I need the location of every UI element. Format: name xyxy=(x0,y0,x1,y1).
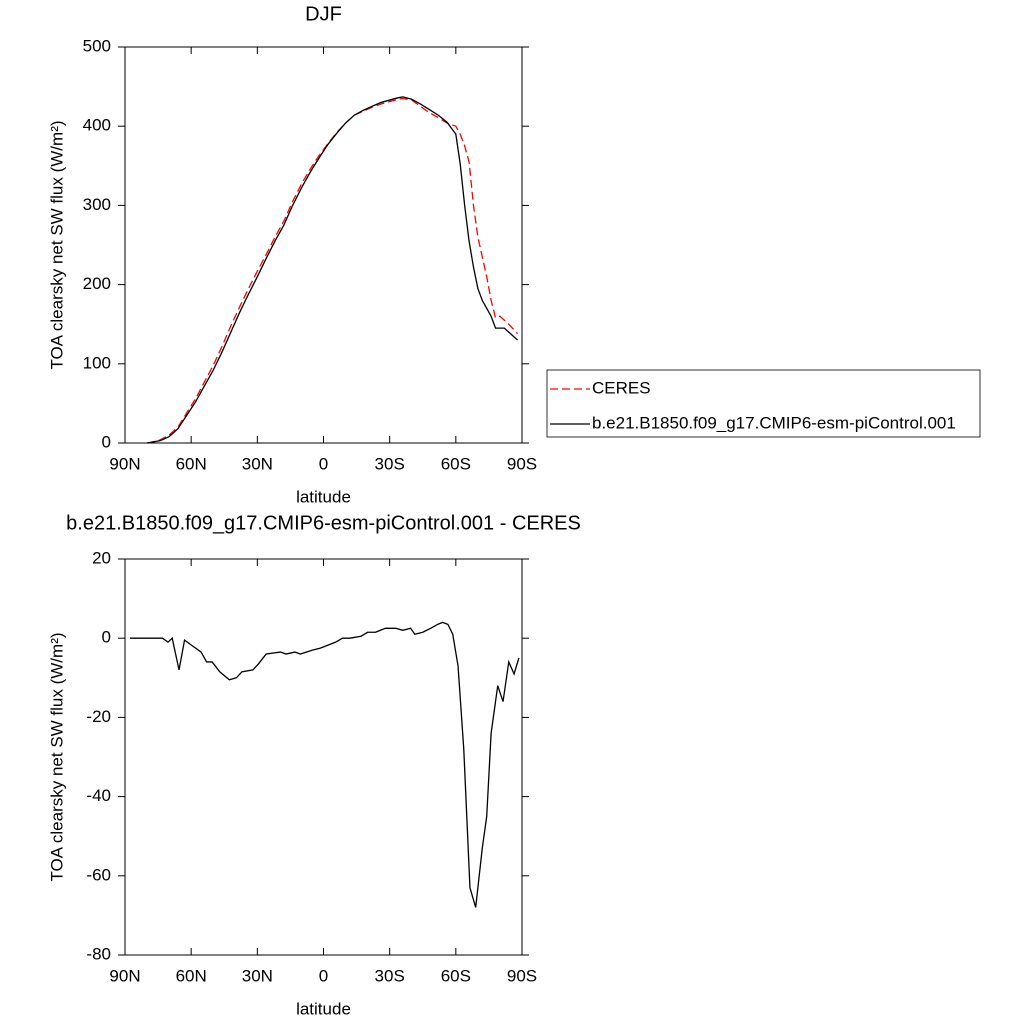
x-tick-label: 30S xyxy=(375,966,405,985)
x-tick-label: 90S xyxy=(507,966,537,985)
y-tick-label: 300 xyxy=(83,195,111,214)
y-tick-label: -60 xyxy=(86,865,111,884)
y-tick-label: 0 xyxy=(102,628,111,647)
x-tick-label: 90S xyxy=(507,454,537,473)
x-tick-label: 30S xyxy=(375,454,405,473)
plot-frame xyxy=(124,558,523,956)
data-line xyxy=(146,97,519,444)
legend-label: b.e21.B1850.f09_g17.CMIP6-esm-piControl.… xyxy=(592,413,956,432)
y-tick-label: -20 xyxy=(86,707,111,726)
x-tick-label: 0 xyxy=(319,454,328,473)
legend-box xyxy=(546,369,981,438)
y-tick-label: 200 xyxy=(83,274,111,293)
y-tick-label: 400 xyxy=(83,116,111,135)
y-tick-label: -80 xyxy=(86,944,111,963)
x-axis-label: latitude xyxy=(296,999,351,1018)
y-axis-label: TOA clearsky net SW flux (W/m²) xyxy=(47,632,66,881)
data-line xyxy=(130,621,520,908)
chart-title: b.e21.B1850.f09_g17.CMIP6-esm-piControl.… xyxy=(66,512,581,534)
x-tick-label: 30N xyxy=(242,966,273,985)
x-tick-label: 30N xyxy=(242,454,273,473)
x-tick-label: 0 xyxy=(319,966,328,985)
chart-title: DJF xyxy=(305,3,342,25)
plot-frame xyxy=(124,46,523,444)
x-tick-label: 60S xyxy=(441,454,471,473)
x-axis-label: latitude xyxy=(296,487,351,506)
x-tick-label: 60S xyxy=(441,966,471,985)
data-line xyxy=(146,96,519,444)
y-tick-label: 20 xyxy=(92,548,111,567)
y-tick-label: 0 xyxy=(102,432,111,451)
y-tick-label: 500 xyxy=(83,36,111,55)
y-axis-label: TOA clearsky net SW flux (W/m²) xyxy=(47,120,66,369)
y-tick-label: 100 xyxy=(83,353,111,372)
x-tick-label: 60N xyxy=(176,966,207,985)
y-tick-label: -40 xyxy=(86,786,111,805)
legend-label: CERES xyxy=(592,378,651,397)
x-tick-label: 90N xyxy=(109,966,140,985)
x-tick-label: 90N xyxy=(109,454,140,473)
x-tick-label: 60N xyxy=(176,454,207,473)
